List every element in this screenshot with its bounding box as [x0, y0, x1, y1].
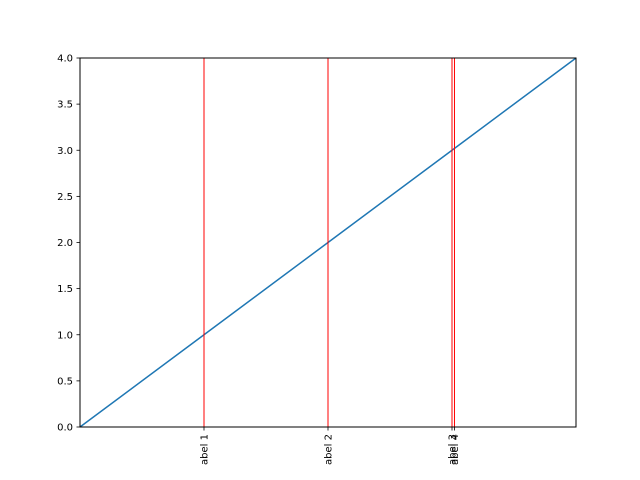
y-tick-label-0: 0.0 [57, 423, 73, 434]
y-tick-label-5: 2.5 [57, 192, 73, 203]
x-tick-label-0: abel 1 [200, 434, 211, 465]
y-tick-label-7: 3.5 [57, 100, 73, 111]
axes-frame [79, 57, 577, 428]
y-tick-label-4: 2.0 [57, 238, 73, 249]
y-tick-label-3: 1.5 [57, 284, 73, 295]
y-tick-label-8: 4.0 [57, 54, 73, 65]
y-tick-label-1: 0.5 [57, 376, 73, 387]
x-tick-label-3: abel 4 [450, 434, 461, 465]
x-tick-label-1: abel 2 [324, 434, 335, 465]
x-tick-label-2: abel 3 [448, 434, 459, 465]
plot-area [79, 57, 577, 428]
y-axis: 0.0 0.5 1.0 1.5 2.0 2.5 3.0 3.5 4.0 [57, 54, 80, 434]
y-tick-label-2: 1.0 [57, 330, 73, 341]
y-tick-label-6: 3.0 [57, 146, 73, 157]
